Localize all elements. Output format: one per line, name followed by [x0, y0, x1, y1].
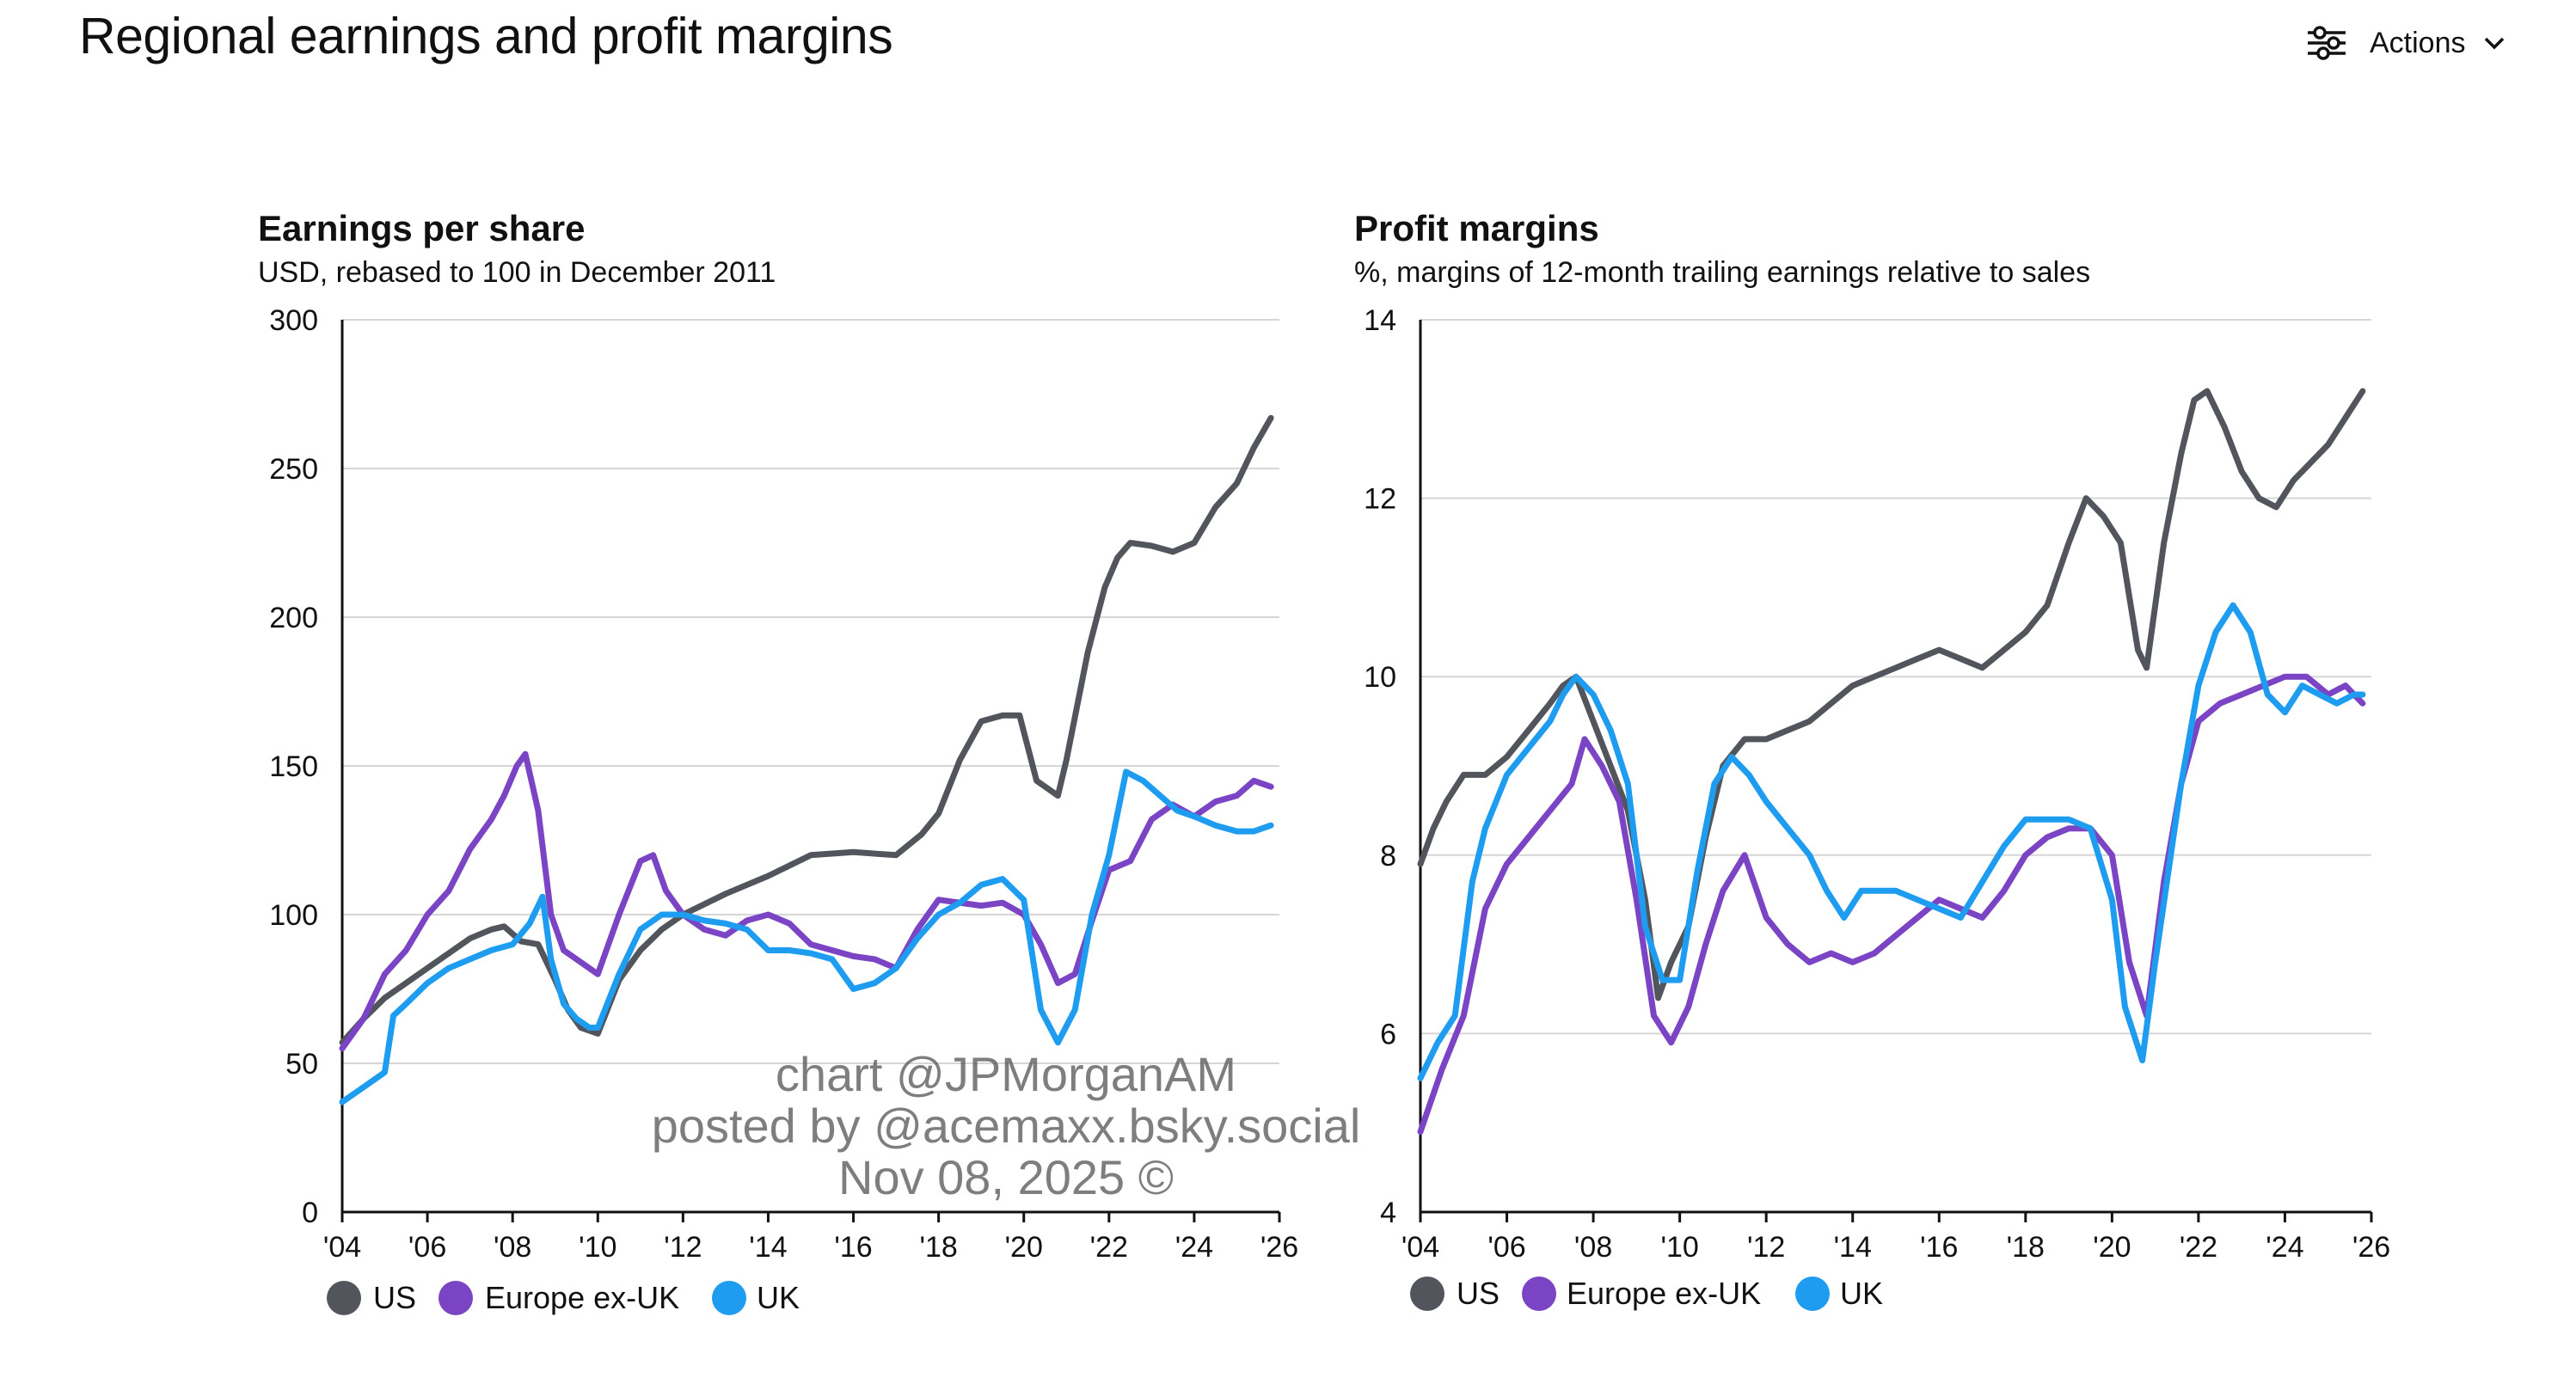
legend-marker-us: [327, 1281, 361, 1315]
x-tick-label: '22: [2180, 1231, 2217, 1264]
x-tick-label: '14: [1834, 1231, 1872, 1264]
y-tick-label: 4: [1380, 1197, 1396, 1229]
legend-label: Europe ex-UK: [485, 1280, 679, 1315]
actions-button[interactable]: Actions: [2306, 21, 2505, 65]
x-tick-label: '20: [2093, 1231, 2131, 1264]
legend-label: US: [373, 1280, 416, 1315]
y-tick-label: 200: [269, 602, 318, 634]
x-tick-label: '06: [1487, 1231, 1525, 1264]
watermark-line-1: chart @JPMorganAM: [775, 1047, 1237, 1101]
chart-subtitle: USD, rebased to 100 in December 2011: [258, 256, 776, 289]
watermark: chart @JPMorganAM posted by @acemaxx.bsk…: [610, 1049, 1401, 1203]
legend-label: Europe ex-UK: [1567, 1276, 1761, 1311]
watermark-line-2: posted by @acemaxx.bsky.social: [651, 1099, 1361, 1153]
chart-legend: US Europe ex-UK UK: [327, 1280, 800, 1315]
legend-marker-uk: [712, 1281, 746, 1315]
chart-subtitle: %, margins of 12-month trailing earnings…: [1354, 256, 2090, 289]
x-tick-label: '20: [1005, 1231, 1043, 1264]
x-tick-label: '04: [323, 1231, 361, 1264]
legend-marker-uk: [1795, 1277, 1830, 1311]
x-tick-label: '26: [2352, 1231, 2390, 1264]
series-line-europe-ex-uk: [1417, 673, 2366, 1136]
chart-legend: US Europe ex-UK UK: [1410, 1276, 1883, 1311]
y-tick-label: 250: [269, 453, 318, 486]
y-tick-label: 14: [1364, 304, 1396, 337]
x-tick-label: '16: [834, 1231, 872, 1264]
x-tick-label: '04: [1401, 1231, 1439, 1264]
x-tick-label: '24: [1175, 1231, 1213, 1264]
x-tick-label: '16: [1920, 1231, 1958, 1264]
y-tick-label: 6: [1380, 1018, 1396, 1050]
series-line-uk: [339, 768, 1274, 1105]
y-tick-label: 300: [269, 304, 318, 337]
x-tick-label: '12: [1747, 1231, 1785, 1264]
legend-marker-us: [1410, 1277, 1444, 1311]
y-tick-label: 100: [269, 899, 318, 932]
x-tick-label: '08: [494, 1231, 531, 1264]
y-tick-label: 0: [302, 1197, 318, 1229]
watermark-line-3: Nov 08, 2025 ©: [838, 1150, 1174, 1204]
chart-title: Profit margins: [1354, 208, 1599, 248]
sliders-icon: [2308, 26, 2346, 60]
x-tick-label: '10: [1660, 1231, 1698, 1264]
x-tick-label: '22: [1090, 1231, 1128, 1264]
chart-title: Earnings per share: [258, 208, 585, 248]
x-tick-label: '12: [664, 1231, 702, 1264]
y-tick-label: 8: [1380, 840, 1396, 872]
x-tick-label: '24: [2266, 1231, 2303, 1264]
y-tick-label: 12: [1364, 483, 1396, 516]
legend-marker-europe-ex-uk: [439, 1281, 473, 1315]
legend-label: US: [1457, 1276, 1500, 1311]
legend-label: UK: [1840, 1276, 1883, 1311]
x-tick-label: '06: [408, 1231, 446, 1264]
chart-margins: Profit margins %, margins of 12-month tra…: [1354, 208, 2390, 1311]
x-tick-label: '14: [749, 1231, 787, 1264]
y-tick-label: 150: [269, 750, 318, 783]
x-tick-label: '08: [1574, 1231, 1612, 1264]
x-tick-label: '18: [919, 1231, 957, 1264]
chart-eps: Earnings per share USD, rebased to 100 in…: [258, 208, 1298, 1315]
legend-label: UK: [757, 1280, 800, 1315]
page-title: Regional earnings and profit margins: [79, 8, 893, 64]
chevron-down-icon: [2484, 37, 2504, 50]
y-tick-label: 10: [1364, 661, 1396, 694]
series-line-uk: [1417, 602, 2366, 1081]
series-line-us: [339, 414, 1274, 1046]
x-tick-label: '26: [1260, 1231, 1298, 1264]
actions-label: Actions: [2370, 26, 2466, 59]
x-tick-label: '10: [579, 1231, 616, 1264]
x-tick-label: '18: [2007, 1231, 2045, 1264]
legend-marker-europe-ex-uk: [1522, 1277, 1556, 1311]
series-line-europe-ex-uk: [339, 750, 1274, 1052]
y-tick-label: 50: [285, 1048, 318, 1081]
